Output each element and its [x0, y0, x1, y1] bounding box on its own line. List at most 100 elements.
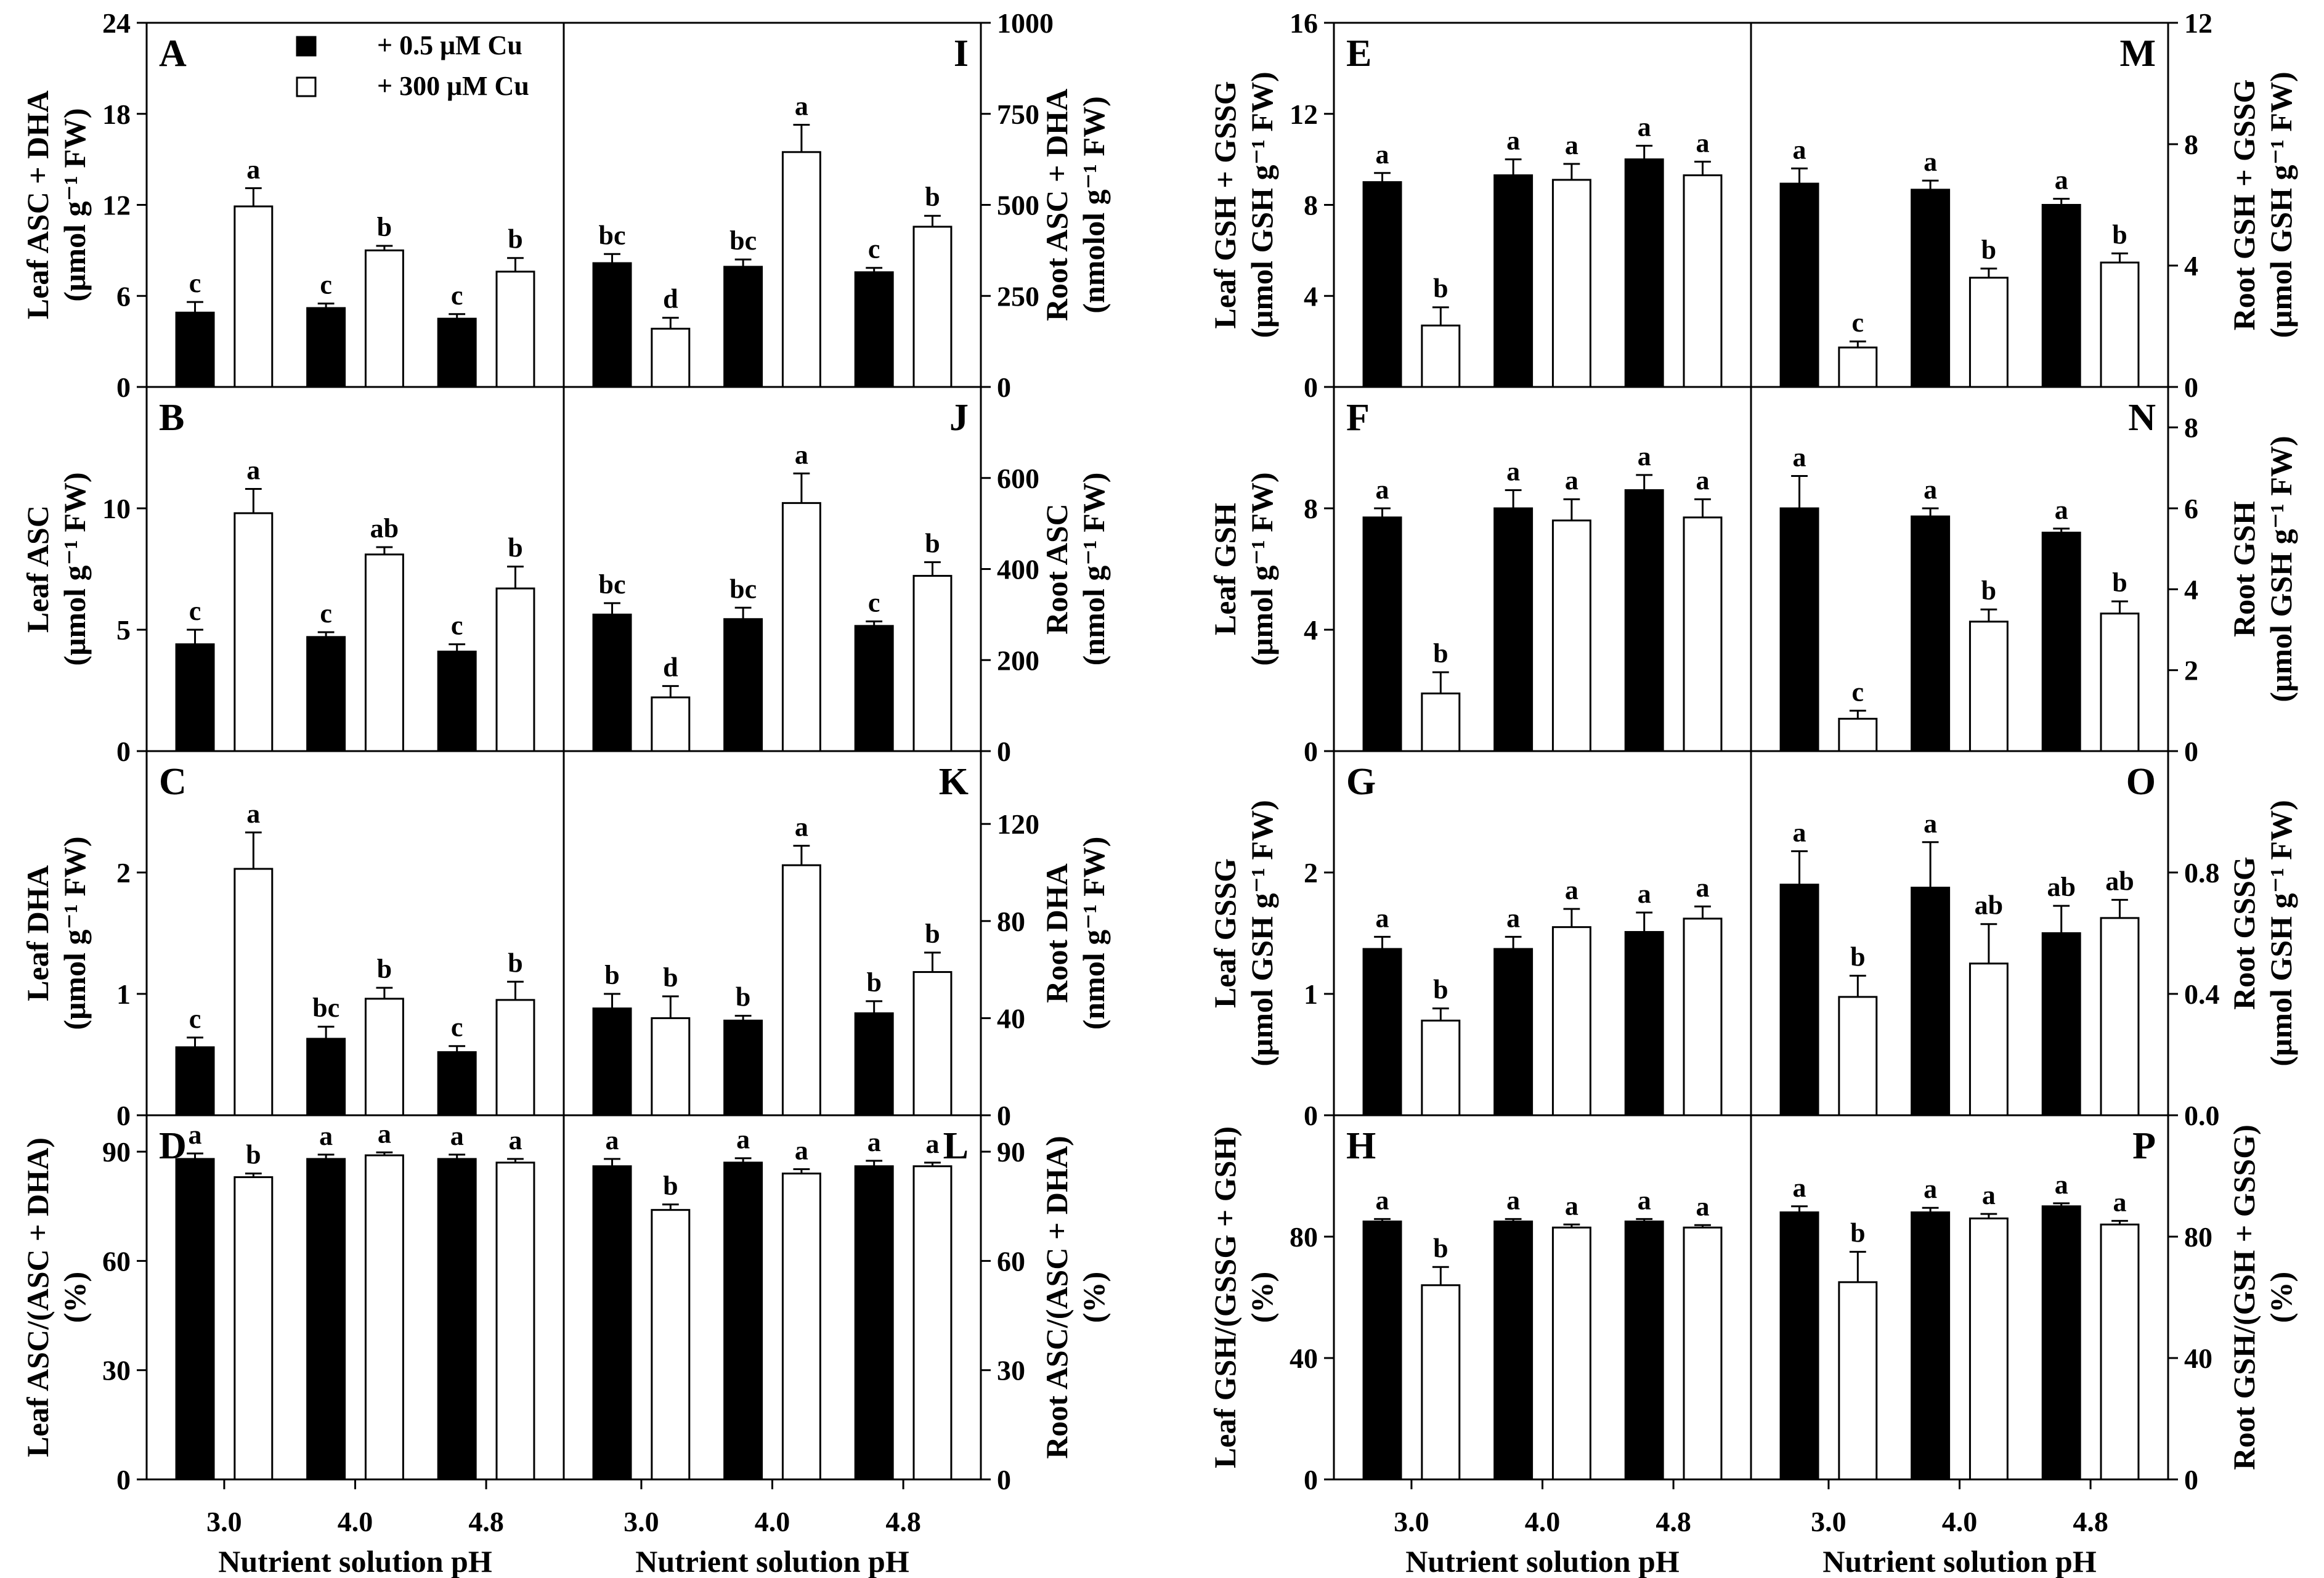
significance-letter: b — [663, 962, 678, 993]
significance-letter: a — [1376, 139, 1389, 169]
y-tick-label: 80 — [1290, 1221, 1318, 1253]
bar — [175, 1158, 215, 1481]
y-axis-label-line: Leaf GSH + GSSG — [1208, 81, 1242, 328]
x-tick-label: 3.0 — [624, 1506, 659, 1537]
significance-letter: b — [1433, 975, 1448, 1005]
bar — [1551, 519, 1591, 752]
significance-letter: b — [736, 982, 750, 1012]
significance-letter: bc — [729, 574, 757, 604]
significance-letter: ab — [2047, 872, 2075, 902]
significance-letter: bc — [599, 220, 626, 250]
significance-letter: a — [2055, 1169, 2068, 1200]
bar — [495, 587, 535, 752]
x-tick-label: 3.0 — [206, 1506, 242, 1537]
panel-letter: A — [159, 33, 187, 75]
bar — [1362, 948, 1402, 1116]
y-tick-label: 12 — [2184, 7, 2212, 39]
bar — [781, 151, 821, 388]
bar — [2100, 1223, 2140, 1481]
bar — [2100, 261, 2140, 388]
y-axis-label-line: Leaf ASC + DHA — [20, 91, 55, 320]
y-tick-label: 750 — [997, 99, 1039, 130]
bar — [437, 1158, 477, 1481]
bar — [364, 553, 404, 752]
y-axis-label-line: Root GSH/(GSH + GSSG) — [2227, 1125, 2261, 1470]
y-axis-label-line: (μmol GSH g⁻¹ FW) — [2264, 71, 2298, 338]
bar — [1493, 174, 1534, 388]
bar — [2041, 1205, 2081, 1481]
y-axis-label-line: Root ASC — [1039, 503, 1074, 635]
significance-letter: b — [1433, 1233, 1448, 1263]
bar — [437, 1051, 477, 1116]
bar — [495, 999, 535, 1116]
bar — [234, 868, 274, 1116]
x-tick-label: 3.0 — [1811, 1506, 1847, 1537]
y-axis-label-line: (nmol g⁻¹ FW) — [1076, 473, 1111, 666]
panel-d: a a a b a a 0 30 60 90 Leaf ASC/(ASC + DHA)(%) D 3.0… — [20, 1118, 535, 1578]
y-tick-label: 1 — [1304, 978, 1318, 1010]
bar — [1362, 181, 1402, 388]
legend-label: + 0.5 μM Cu — [377, 30, 522, 60]
y-tick-label: 6 — [116, 280, 131, 312]
bar — [175, 311, 215, 388]
significance-letter: b — [1981, 235, 1996, 265]
bar — [1624, 1220, 1664, 1481]
y-tick-label: 4 — [1304, 614, 1318, 646]
bar — [437, 317, 477, 388]
significance-letter: a — [795, 1135, 808, 1165]
y-tick-label: 2 — [116, 857, 131, 889]
y-axis-label-line: Root GSH — [2227, 501, 2261, 637]
y-tick-label: 0 — [1304, 372, 1318, 403]
y-tick-label: 2 — [2184, 655, 2198, 686]
significance-letter: a — [1696, 128, 1709, 158]
significance-letter: a — [736, 1125, 750, 1155]
bar — [1968, 962, 2009, 1116]
significance-letter: ab — [2105, 866, 2134, 896]
y-axis-label: Leaf GSH(μmol g⁻¹ FW) — [1208, 472, 1279, 665]
panel-letter: B — [159, 397, 184, 439]
x-tick-label: 4.0 — [1942, 1506, 1978, 1537]
panel-letter: J — [949, 397, 969, 439]
bar — [1362, 516, 1402, 752]
bar — [1551, 926, 1591, 1116]
significance-letter: b — [377, 954, 392, 984]
bar — [1493, 1220, 1534, 1481]
significance-letter: a — [246, 455, 260, 485]
significance-letter: a — [606, 1125, 619, 1155]
significance-letter: bc — [729, 226, 757, 256]
y-tick-label: 600 — [997, 463, 1039, 494]
y-tick-label: 250 — [997, 280, 1039, 312]
legend: + 0.5 μM Cu + 300 μM Cu — [296, 30, 529, 101]
y-tick-label: 200 — [997, 645, 1039, 676]
panel-n: a a a c b b 0 2 4 6 8 Root GSH(μmol GSH g⁻¹ FW) N — [1779, 397, 2298, 767]
y-axis-label-line: (μmol GSH g⁻¹ FW) — [1245, 71, 1279, 338]
significance-letter: a — [1696, 1191, 1709, 1221]
significance-letter: b — [508, 948, 522, 978]
significance-letter: c — [189, 268, 201, 298]
x-tick-label: 4.0 — [755, 1506, 790, 1537]
y-tick-label: 90 — [997, 1136, 1025, 1168]
y-tick-label: 16 — [1290, 7, 1318, 39]
x-tick-label: 4.0 — [338, 1506, 373, 1537]
bar — [364, 998, 404, 1116]
x-tick-label: 4.8 — [885, 1506, 921, 1537]
panel-b: c c c a ab b 0 5 10 Leaf ASC(μmol g⁻¹ FW) B — [20, 397, 535, 767]
significance-letter: a — [319, 1121, 333, 1151]
panel-letter: N — [2128, 397, 2156, 439]
bar — [1838, 717, 1878, 752]
bar — [1911, 887, 1951, 1116]
y-axis-label: Root GSH(μmol GSH g⁻¹ FW) — [2227, 436, 2298, 702]
bar — [306, 1038, 346, 1116]
significance-letter: a — [508, 1125, 522, 1155]
significance-letter: a — [1376, 474, 1389, 505]
y-tick-label: 80 — [2184, 1221, 2212, 1253]
significance-letter: c — [1852, 677, 1864, 707]
significance-letter: a — [450, 1121, 464, 1151]
y-axis-label: Leaf GSH + GSSG(μmol GSH g⁻¹ FW) — [1208, 71, 1279, 338]
y-tick-label: 0 — [997, 736, 1011, 767]
x-axis-label: Nutrient solution pH — [635, 1544, 909, 1578]
significance-letter: b — [1433, 274, 1448, 304]
panel-letter: K — [939, 761, 969, 803]
panel-letter: M — [2119, 33, 2156, 75]
y-tick-label: 0 — [1304, 1464, 1318, 1495]
